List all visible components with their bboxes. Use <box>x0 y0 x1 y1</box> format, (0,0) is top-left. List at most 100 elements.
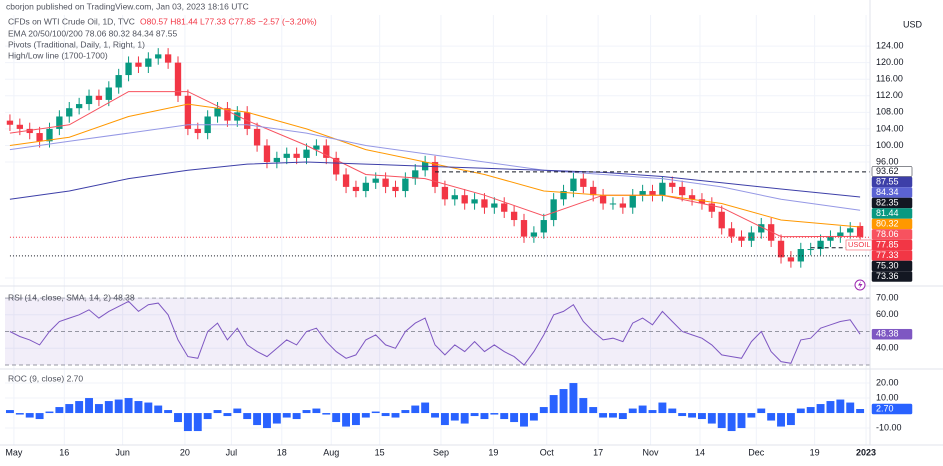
roc-bar <box>213 410 222 414</box>
candle-body <box>491 203 498 208</box>
price-label: 82.35 <box>876 197 899 207</box>
candle-body <box>580 178 587 187</box>
candle-body <box>738 236 745 241</box>
candle-body <box>599 195 607 204</box>
y-tick-label: 40.00 <box>876 343 899 353</box>
candle-body <box>718 211 725 229</box>
candle-body <box>797 249 804 262</box>
roc-bar <box>164 410 173 414</box>
x-tick-label: 17 <box>593 447 603 457</box>
candle-body <box>530 232 538 237</box>
y-tick-label: -10.00 <box>876 422 902 432</box>
roc-bar <box>282 413 291 418</box>
candle-body <box>56 116 63 129</box>
price-label-box <box>871 176 913 188</box>
candle-body <box>501 203 508 212</box>
x-tick-label: Dec <box>748 447 765 457</box>
roc-bar <box>510 413 519 423</box>
last-value-label: 2.70 <box>876 403 894 413</box>
roc-bar <box>45 411 54 414</box>
candle-body <box>194 128 201 134</box>
x-tick-label: Jul <box>226 447 238 457</box>
candle-body <box>135 62 142 67</box>
roc-bar <box>361 413 370 418</box>
roc-bar <box>559 389 568 414</box>
x-tick-label: 19 <box>488 447 498 457</box>
roc-bar <box>460 413 469 424</box>
price-label: 84.34 <box>876 187 899 197</box>
y-tick-label: 116.00 <box>876 74 903 84</box>
roc-bar <box>75 401 84 414</box>
candle-body <box>342 174 350 187</box>
candle-body <box>777 240 785 258</box>
roc-bar <box>638 405 647 414</box>
roc-bar <box>490 413 499 415</box>
rsi-band <box>5 298 870 365</box>
roc-bar <box>737 413 746 429</box>
roc-bar <box>539 407 548 414</box>
roc-bar <box>480 413 489 420</box>
roc-bar <box>65 404 74 414</box>
y-tick-label: 70.00 <box>876 292 899 302</box>
roc-bar <box>450 413 459 421</box>
symbol-tag: USOIL <box>848 240 871 249</box>
roc-bar <box>589 407 598 414</box>
price-label: 81.44 <box>876 208 899 218</box>
last-value-label-box <box>871 403 913 415</box>
roc-bar <box>668 408 677 414</box>
roc-bar <box>322 413 331 415</box>
ema-line <box>9 124 861 211</box>
pane-title: RSI (14, close, SMA, 14, 2) 48.38 <box>8 292 135 302</box>
x-tick-label: Jun <box>115 447 130 457</box>
roc-bar <box>440 413 449 426</box>
x-tick-label: 2023 <box>856 447 876 457</box>
roc-bar <box>174 413 182 423</box>
price-label: 77.33 <box>876 250 899 260</box>
candle-body <box>461 195 468 204</box>
roc-bar <box>263 413 271 429</box>
candle-body <box>224 108 231 121</box>
candle-body <box>293 153 300 158</box>
roc-bar <box>5 410 14 414</box>
candle-body <box>164 54 172 63</box>
x-tick-label: Sep <box>433 447 449 457</box>
price-label: 77.85 <box>876 239 899 249</box>
ema-line <box>9 91 861 238</box>
roc-bar <box>312 408 321 414</box>
roc-bar <box>520 413 528 427</box>
roc-bar <box>193 413 202 432</box>
candle-body <box>431 162 439 187</box>
candle-body <box>550 199 557 221</box>
candle-body <box>659 182 666 196</box>
rsi-line <box>9 300 861 366</box>
roc-bar <box>351 413 360 426</box>
roc-bar <box>767 413 776 421</box>
roc-bar <box>223 413 232 417</box>
price-label-box <box>871 260 913 272</box>
highlow-legend: High/Low line (1700-1700) <box>8 50 108 60</box>
roc-bar <box>431 413 439 418</box>
candle-body <box>847 228 854 233</box>
x-tick-label: 20 <box>180 447 190 457</box>
price-label: 78.06 <box>876 229 899 239</box>
candle-body <box>669 182 676 187</box>
credit: cborjon published on TradingView.com, Ja… <box>6 1 249 11</box>
roc-bar <box>678 413 687 417</box>
roc-bar <box>816 404 825 414</box>
candle-body <box>649 191 656 196</box>
y-tick-label: 96.00 <box>876 156 899 166</box>
symbol-tag-box <box>845 239 873 251</box>
ema-line <box>9 103 861 228</box>
roc-bar <box>302 410 311 414</box>
x-tick-label: 19 <box>810 447 820 457</box>
roc-bar <box>114 399 123 414</box>
roc-bar <box>707 413 716 424</box>
candle-body <box>115 75 122 88</box>
price-label: 93.62 <box>876 166 899 176</box>
candle-body <box>263 145 271 163</box>
roc-bar <box>35 413 44 420</box>
x-tick-label: 15 <box>375 447 385 457</box>
roc-bar <box>401 410 410 414</box>
candle-body <box>273 157 281 163</box>
